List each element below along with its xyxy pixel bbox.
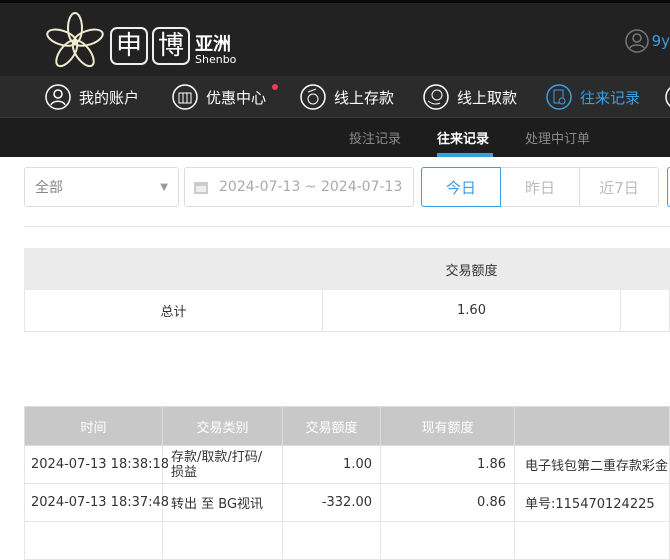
active-tab-indicator bbox=[437, 153, 493, 157]
nav-label: 线上取款 bbox=[457, 88, 518, 107]
summary-header-blank bbox=[24, 248, 323, 290]
main-nav: 我的账户 优惠中心 线上存款 线上取款 往来记录 bbox=[0, 76, 670, 118]
logo-cn: 亚洲 bbox=[195, 34, 231, 55]
records-icon bbox=[546, 84, 572, 110]
nav-records[interactable]: 往来记录 bbox=[546, 84, 640, 110]
subtab-transactions[interactable]: 往来记录 bbox=[437, 132, 490, 147]
cell-empty bbox=[514, 521, 670, 560]
withdraw-icon bbox=[423, 84, 449, 110]
cell-balance: 1.86 bbox=[380, 445, 515, 484]
username[interactable]: 9y bbox=[651, 32, 670, 50]
cell-amount: 1.00 bbox=[282, 445, 381, 484]
summary-header-extra bbox=[620, 248, 670, 290]
nav-deposit[interactable]: 线上存款 bbox=[300, 84, 394, 110]
last-7-days-button[interactable]: 近7日 bbox=[579, 167, 659, 207]
summary-table: 交易额度 总计 1.60 bbox=[24, 248, 670, 332]
logo-char: 博 bbox=[152, 27, 190, 65]
divider bbox=[24, 226, 670, 227]
cell-time: 2024-07-13 18:38:18 bbox=[24, 445, 169, 484]
col-amount: 交易额度 bbox=[282, 406, 381, 446]
cell-empty bbox=[162, 521, 283, 560]
subtab-bet-records[interactable]: 投注记录 bbox=[349, 132, 402, 147]
subtab-pending-orders[interactable]: 处理中订单 bbox=[525, 132, 591, 147]
chevron-down-icon: ▼ bbox=[160, 181, 168, 193]
cell-type: 转出 至 BG视讯 bbox=[162, 483, 283, 522]
type-select-value: 全部 bbox=[35, 180, 63, 196]
table-row bbox=[24, 521, 670, 560]
nav-promotions[interactable]: 优惠中心 bbox=[172, 84, 279, 110]
col-balance: 现有额度 bbox=[380, 406, 515, 446]
cell-empty bbox=[282, 521, 381, 560]
logo-char: 申 bbox=[110, 27, 148, 65]
user-icon bbox=[45, 84, 71, 110]
cell-remark: 电子钱包第二重存款彩金 bbox=[514, 445, 670, 484]
col-type: 交易类别 bbox=[162, 406, 283, 446]
nav-my-account[interactable]: 我的账户 bbox=[45, 84, 139, 110]
flower-logo-icon bbox=[46, 12, 104, 68]
cell-empty bbox=[24, 521, 163, 560]
calendar-icon bbox=[194, 182, 208, 194]
more-nav-icon[interactable] bbox=[665, 84, 670, 110]
cell-time: 2024-07-13 18:37:48 bbox=[24, 483, 169, 522]
gift-icon bbox=[172, 84, 198, 110]
summary-total-label: 总计 bbox=[24, 289, 323, 332]
logo-en: Shenbo bbox=[195, 53, 237, 66]
table-row: 2024-07-13 18:37:48 转出 至 BG视讯 -332.00 0.86 单… bbox=[24, 483, 670, 522]
nav-label: 往来记录 bbox=[580, 88, 641, 107]
date-range-input[interactable]: 2024-07-13 ~ 2024-07-13 bbox=[184, 167, 414, 207]
col-time: 时间 bbox=[24, 406, 163, 446]
summary-header-amount: 交易额度 bbox=[322, 248, 621, 290]
today-button[interactable]: 今日 bbox=[421, 167, 501, 207]
cell-empty bbox=[380, 521, 515, 560]
date-range-value: 2024-07-13 ~ 2024-07-13 bbox=[219, 179, 403, 195]
sub-nav: 投注记录 往来记录 处理中订单 bbox=[0, 118, 670, 157]
transactions-table: 时间 交易类别 交易额度 现有额度 2024-07-13 18:38:18 存款/取款/… bbox=[24, 406, 670, 560]
deposit-icon bbox=[300, 84, 326, 110]
user-avatar-icon[interactable] bbox=[625, 29, 649, 53]
nav-label: 线上存款 bbox=[334, 88, 395, 107]
cell-balance: 0.86 bbox=[380, 483, 515, 522]
top-header: 申 博 亚洲 Shenbo 9y bbox=[0, 0, 670, 76]
col-remark bbox=[514, 406, 670, 446]
summary-total-amount: 1.60 bbox=[322, 289, 621, 332]
yesterday-button[interactable]: 昨日 bbox=[500, 167, 580, 207]
more-filter-button[interactable] bbox=[667, 167, 670, 207]
cell-type: 存款/取款/打码/损益 bbox=[162, 445, 283, 484]
nav-label: 我的账户 bbox=[79, 88, 140, 107]
nav-label: 优惠中心 bbox=[206, 88, 267, 107]
cell-remark: 单号:115470124225 bbox=[514, 483, 670, 522]
nav-withdraw[interactable]: 线上取款 bbox=[423, 84, 517, 110]
cell-amount: -332.00 bbox=[282, 483, 381, 522]
notification-dot bbox=[272, 84, 279, 90]
table-row: 2024-07-13 18:38:18 存款/取款/打码/损益 1.00 1.86 电子… bbox=[24, 445, 670, 484]
type-select[interactable]: 全部 ▼ bbox=[24, 167, 179, 207]
summary-extra bbox=[620, 289, 670, 332]
